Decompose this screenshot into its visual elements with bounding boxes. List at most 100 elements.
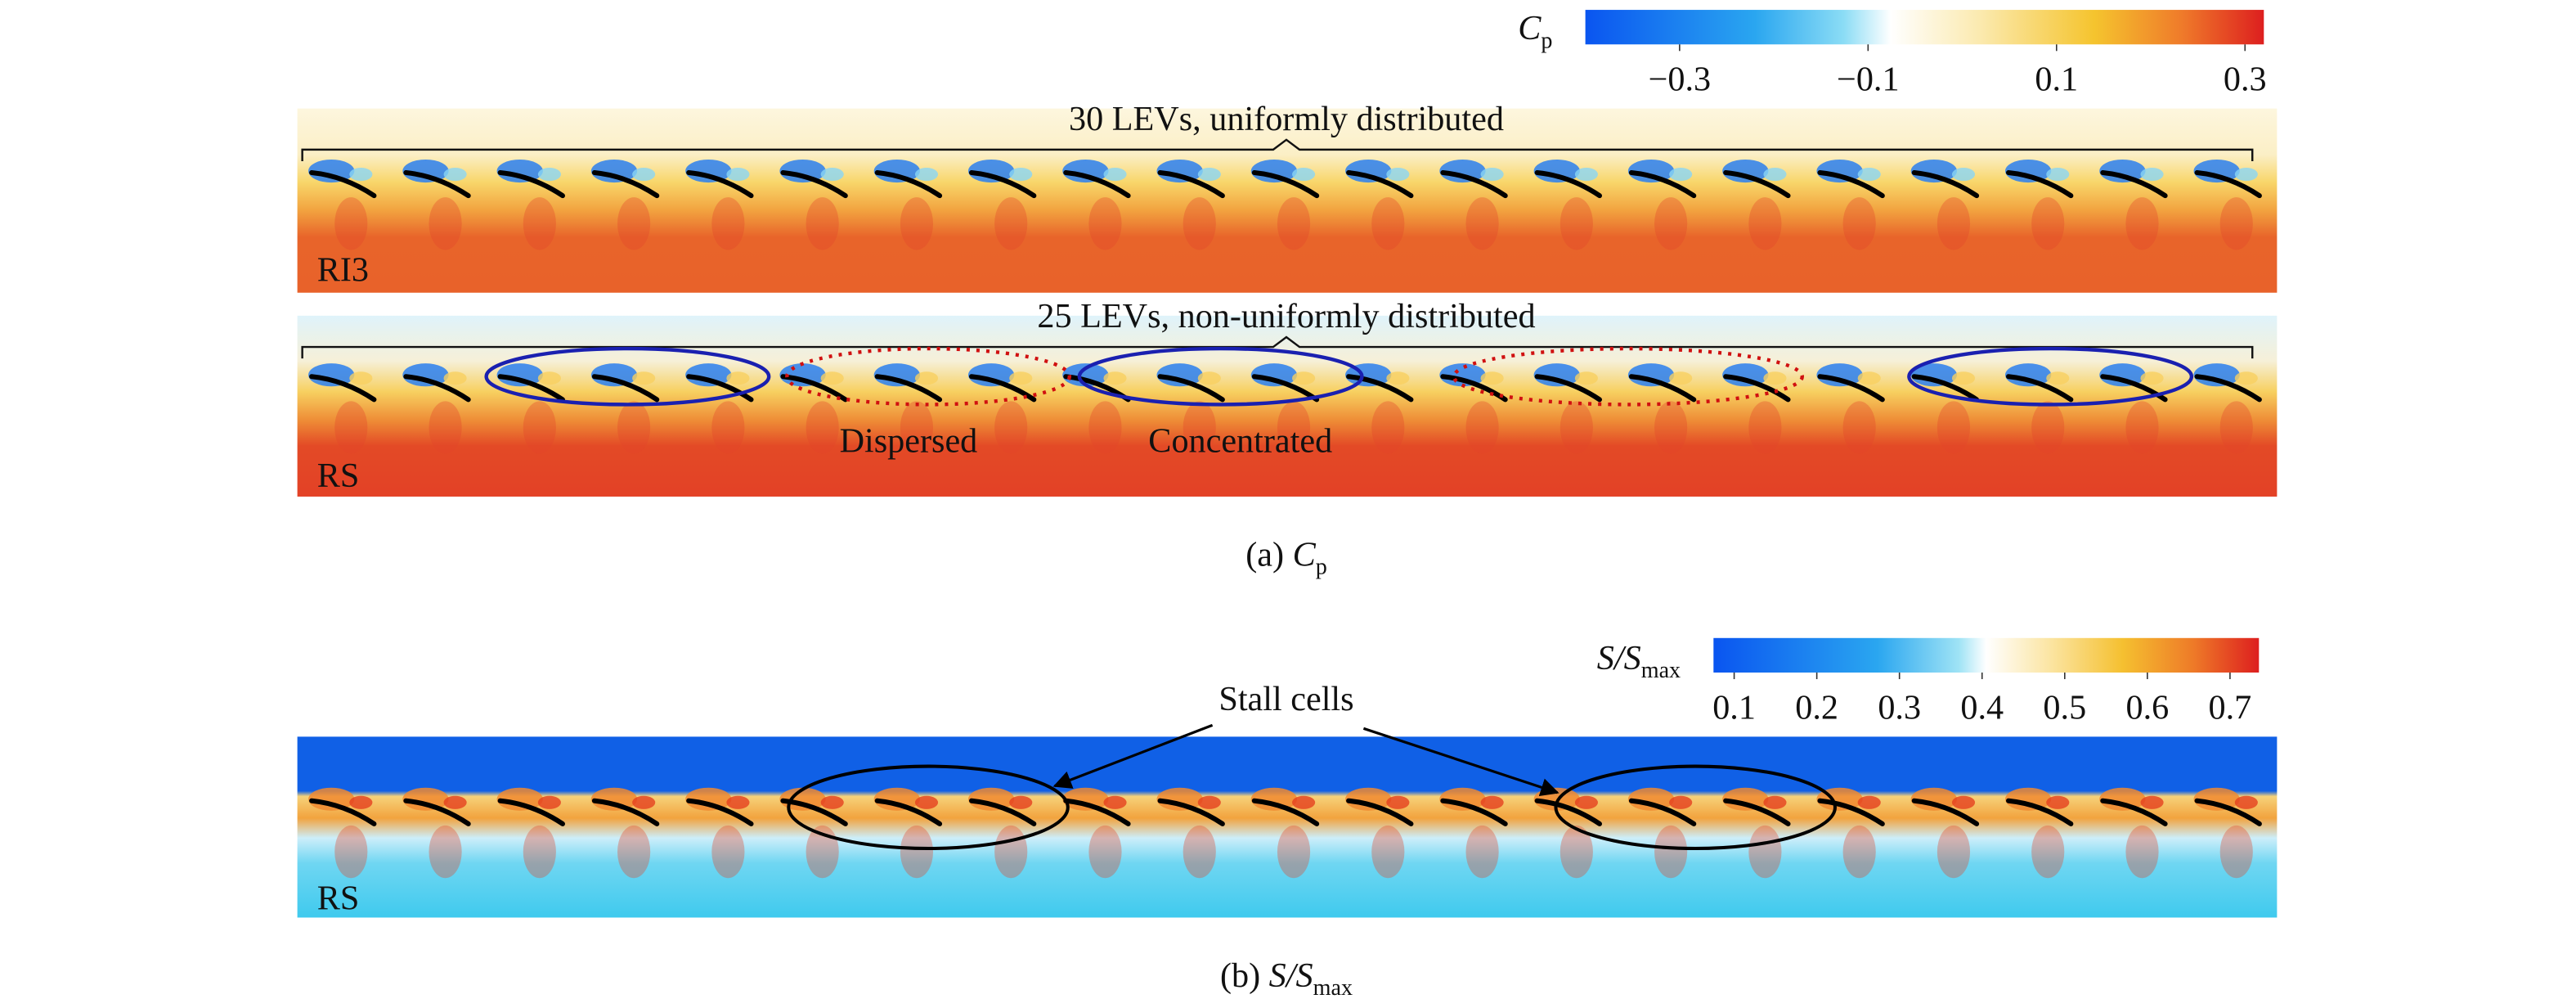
blade [686,170,754,199]
wake [2219,825,2253,879]
wake [1654,401,1688,454]
blade [1251,798,1320,826]
blade [1440,798,1508,826]
vortex [967,159,1015,183]
vortex [873,159,920,183]
wake [429,401,462,454]
vortex [402,363,449,387]
vortex [1574,371,1598,385]
vortex [537,167,561,182]
blade [2194,374,2262,403]
vortex [1722,159,1769,183]
blade [403,170,471,199]
vortex [1103,371,1127,385]
vortex [1910,159,1957,183]
row-title: 30 LEVs, uniformly distributed [1069,100,1504,138]
vortex [1627,787,1675,811]
wake [1560,197,1593,250]
vortex [1627,363,1675,387]
blade [874,374,943,403]
vortex [1763,167,1787,182]
wake [1748,825,1782,879]
vortex [1574,795,1598,809]
wake [1371,197,1405,250]
blade [1723,798,1791,826]
blade [403,374,471,403]
wake [1183,825,1216,879]
wake [1654,825,1688,879]
blade [2100,170,2168,199]
vortex [1722,363,1769,387]
blade [1063,798,1131,826]
colorbar [1585,10,2264,45]
vortex [443,795,467,809]
vortex [308,363,355,387]
blades [308,363,2262,454]
vortex [308,159,355,183]
vortex [2193,159,2240,183]
wake [994,825,1028,879]
blade [1251,374,1320,403]
vortex [2004,363,2052,387]
wake [2031,825,2065,879]
blade [1440,374,1508,403]
wake [334,401,368,454]
wake [1277,197,1311,250]
wake [1088,197,1122,250]
annotation: Stall cells [1218,680,1353,718]
blade [1157,374,1225,403]
colorbar [1713,637,2260,673]
colorbar-label: S/Smax [1597,639,1681,683]
blade [2194,170,2262,199]
vortex [1103,795,1127,809]
wake [2219,401,2253,454]
vortex [496,787,543,811]
vortex [1197,167,1221,182]
vortex [1816,159,1863,183]
blade [968,170,1037,199]
wake [806,825,839,879]
vortex [1480,795,1504,809]
vortex [779,363,826,387]
vortex [632,371,656,385]
vortex [914,167,939,182]
blade [1817,374,1885,403]
blade [686,798,754,826]
vortex [1951,371,1976,385]
vortex [2046,371,2070,385]
concentrated-ellipse [1077,346,1364,407]
blade [497,374,565,403]
vortex [2046,167,2070,182]
arrow [1362,727,1560,797]
blade [780,374,848,403]
blade [968,798,1037,826]
vortex [402,159,449,183]
arrow [1052,723,1214,789]
vortex [685,787,732,811]
row-label: RI3 [317,251,369,290]
wake [2219,197,2253,250]
vortex [685,159,732,183]
vortex [1386,795,1410,809]
vortex [1439,363,1486,387]
vortex [2234,167,2258,182]
blades [308,787,2262,879]
vortex [914,371,939,385]
stall-cell-ellipse [787,764,1070,851]
row-label: RS [317,879,360,917]
colorbar-tick-label: 0.3 [1878,688,1921,727]
wake [900,401,934,454]
blade [1628,374,1697,403]
wake [1183,197,1216,250]
vortex [873,787,920,811]
vortex [1910,787,1957,811]
wake [2125,825,2159,879]
blade [1346,374,1414,403]
wake [1465,401,1499,454]
colorbar-tick-label: 0.2 [1795,688,1838,727]
vortex [967,363,1015,387]
vortex [820,167,844,182]
blade [1723,374,1791,403]
